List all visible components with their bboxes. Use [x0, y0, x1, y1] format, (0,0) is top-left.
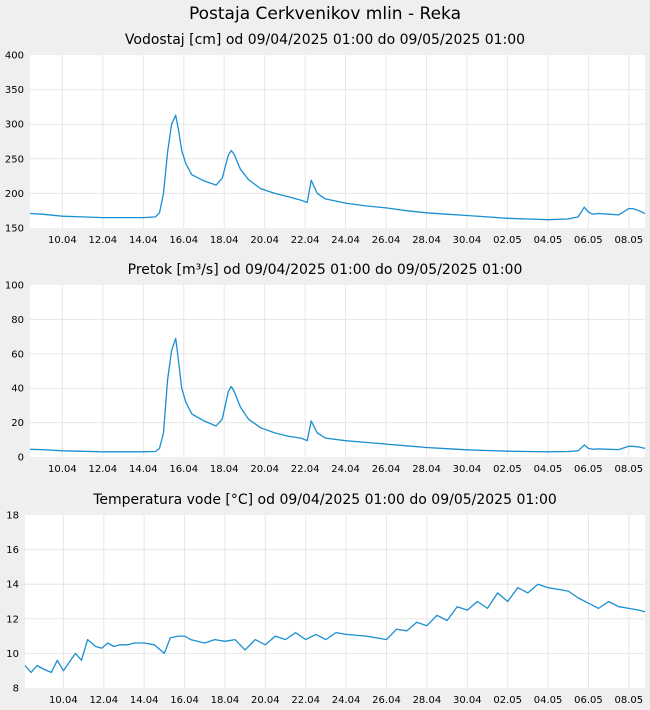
water-level-y-tick-label: 300	[5, 120, 24, 131]
water-level-y-tick-label: 200	[5, 189, 24, 200]
water-level-x-tick-label: 20.04	[250, 235, 279, 246]
discharge-x-tick-label: 16.04	[169, 464, 198, 475]
water-level-x-tick-label: 14.04	[129, 235, 158, 246]
water-temperature-x-tick-label: 02.05	[493, 695, 522, 706]
discharge-x-tick-label: 28.04	[412, 464, 441, 475]
water-level-x-tick-label: 12.04	[89, 235, 118, 246]
discharge-x-tick-label: 14.04	[129, 464, 158, 475]
water-temperature-x-tick-label: 24.04	[332, 695, 361, 706]
water-temperature-y-tick-label: 8	[13, 684, 19, 695]
discharge-chart-title: Pretok [m³/s] od 09/04/2025 01:00 do 09/…	[127, 262, 523, 278]
discharge-series-line	[29, 337, 646, 453]
page-title: Postaja Cerkvenikov mlin - Reka	[188, 4, 461, 24]
discharge-y-tick-label: 100	[5, 281, 24, 292]
discharge-x-tick-label: 18.04	[210, 464, 239, 475]
discharge-x-tick-label: 26.04	[372, 464, 401, 475]
water-level-x-tick-label: 28.04	[412, 235, 441, 246]
discharge-y-tick-label: 40	[11, 384, 24, 395]
discharge-x-tick-label: 22.04	[291, 464, 320, 475]
discharge-x-tick-label: 20.04	[250, 464, 279, 475]
water-temperature-plot-area	[25, 515, 645, 688]
water-temperature-x-tick-label: 28.04	[413, 695, 442, 706]
water-level-y-tick-label: 350	[5, 85, 24, 96]
discharge-x-tick-label: 24.04	[331, 464, 360, 475]
water-temperature-x-tick-label: 08.05	[615, 695, 644, 706]
discharge-x-tick-label: 04.05	[534, 464, 563, 475]
water-temperature-x-tick-label: 16.04	[170, 695, 199, 706]
discharge-x-tick-label: 08.05	[614, 464, 643, 475]
water-temperature-x-tick-label: 04.05	[534, 695, 563, 706]
water-level-x-tick-label: 06.05	[574, 235, 603, 246]
water-level-y-tick-label: 250	[5, 154, 24, 165]
water-level-x-tick-label: 02.05	[493, 235, 522, 246]
water-temperature-x-tick-label: 26.04	[372, 695, 401, 706]
water-level-x-tick-label: 26.04	[372, 235, 401, 246]
water-level-y-tick-label: 400	[5, 51, 24, 62]
water-level-x-tick-label: 30.04	[453, 235, 482, 246]
discharge-y-tick-label: 80	[11, 315, 24, 326]
discharge-y-tick-label: 60	[11, 349, 24, 360]
water-temperature-x-tick-label: 10.04	[49, 695, 78, 706]
water-temperature-chart-title: Temperatura vode [°C] od 09/04/2025 01:0…	[93, 492, 557, 508]
water-temperature-x-tick-label: 14.04	[130, 695, 159, 706]
water-temperature-y-tick-label: 18	[6, 511, 19, 522]
discharge-y-tick-label: 20	[11, 418, 24, 429]
water-level-x-tick-label: 24.04	[331, 235, 360, 246]
discharge-x-tick-label: 06.05	[574, 464, 603, 475]
water-level-y-tick-label: 150	[5, 224, 24, 235]
water-temperature-x-tick-label: 30.04	[453, 695, 482, 706]
discharge-x-tick-label: 12.04	[89, 464, 118, 475]
water-level-x-tick-label: 22.04	[291, 235, 320, 246]
discharge-x-tick-label: 30.04	[453, 464, 482, 475]
water-temperature-y-tick-label: 10	[6, 649, 19, 660]
water-level-x-tick-label: 18.04	[210, 235, 239, 246]
water-temperature-series-line	[24, 583, 646, 674]
water-temperature-x-tick-label: 22.04	[291, 695, 320, 706]
water-level-x-tick-label: 16.04	[169, 235, 198, 246]
water-temperature-x-tick-label: 12.04	[89, 695, 118, 706]
water-temperature-y-tick-label: 12	[6, 614, 19, 625]
water-level-series-line	[29, 114, 646, 221]
water-level-plot-area	[30, 55, 645, 228]
discharge-x-tick-label: 10.04	[48, 464, 77, 475]
water-temperature-x-tick-label: 06.05	[574, 695, 603, 706]
water-level-x-tick-label: 08.05	[614, 235, 643, 246]
water-temperature-y-tick-label: 16	[6, 545, 19, 556]
water-temperature-x-tick-label: 18.04	[211, 695, 240, 706]
water-level-x-tick-label: 04.05	[534, 235, 563, 246]
water-temperature-x-tick-label: 20.04	[251, 695, 280, 706]
water-level-chart-title: Vodostaj [cm] od 09/04/2025 01:00 do 09/…	[124, 32, 526, 48]
water-level-x-tick-label: 10.04	[48, 235, 77, 246]
discharge-plot-area	[30, 285, 645, 457]
discharge-x-tick-label: 02.05	[493, 464, 522, 475]
discharge-y-tick-label: 0	[18, 453, 24, 464]
water-temperature-y-tick-label: 14	[6, 580, 19, 591]
